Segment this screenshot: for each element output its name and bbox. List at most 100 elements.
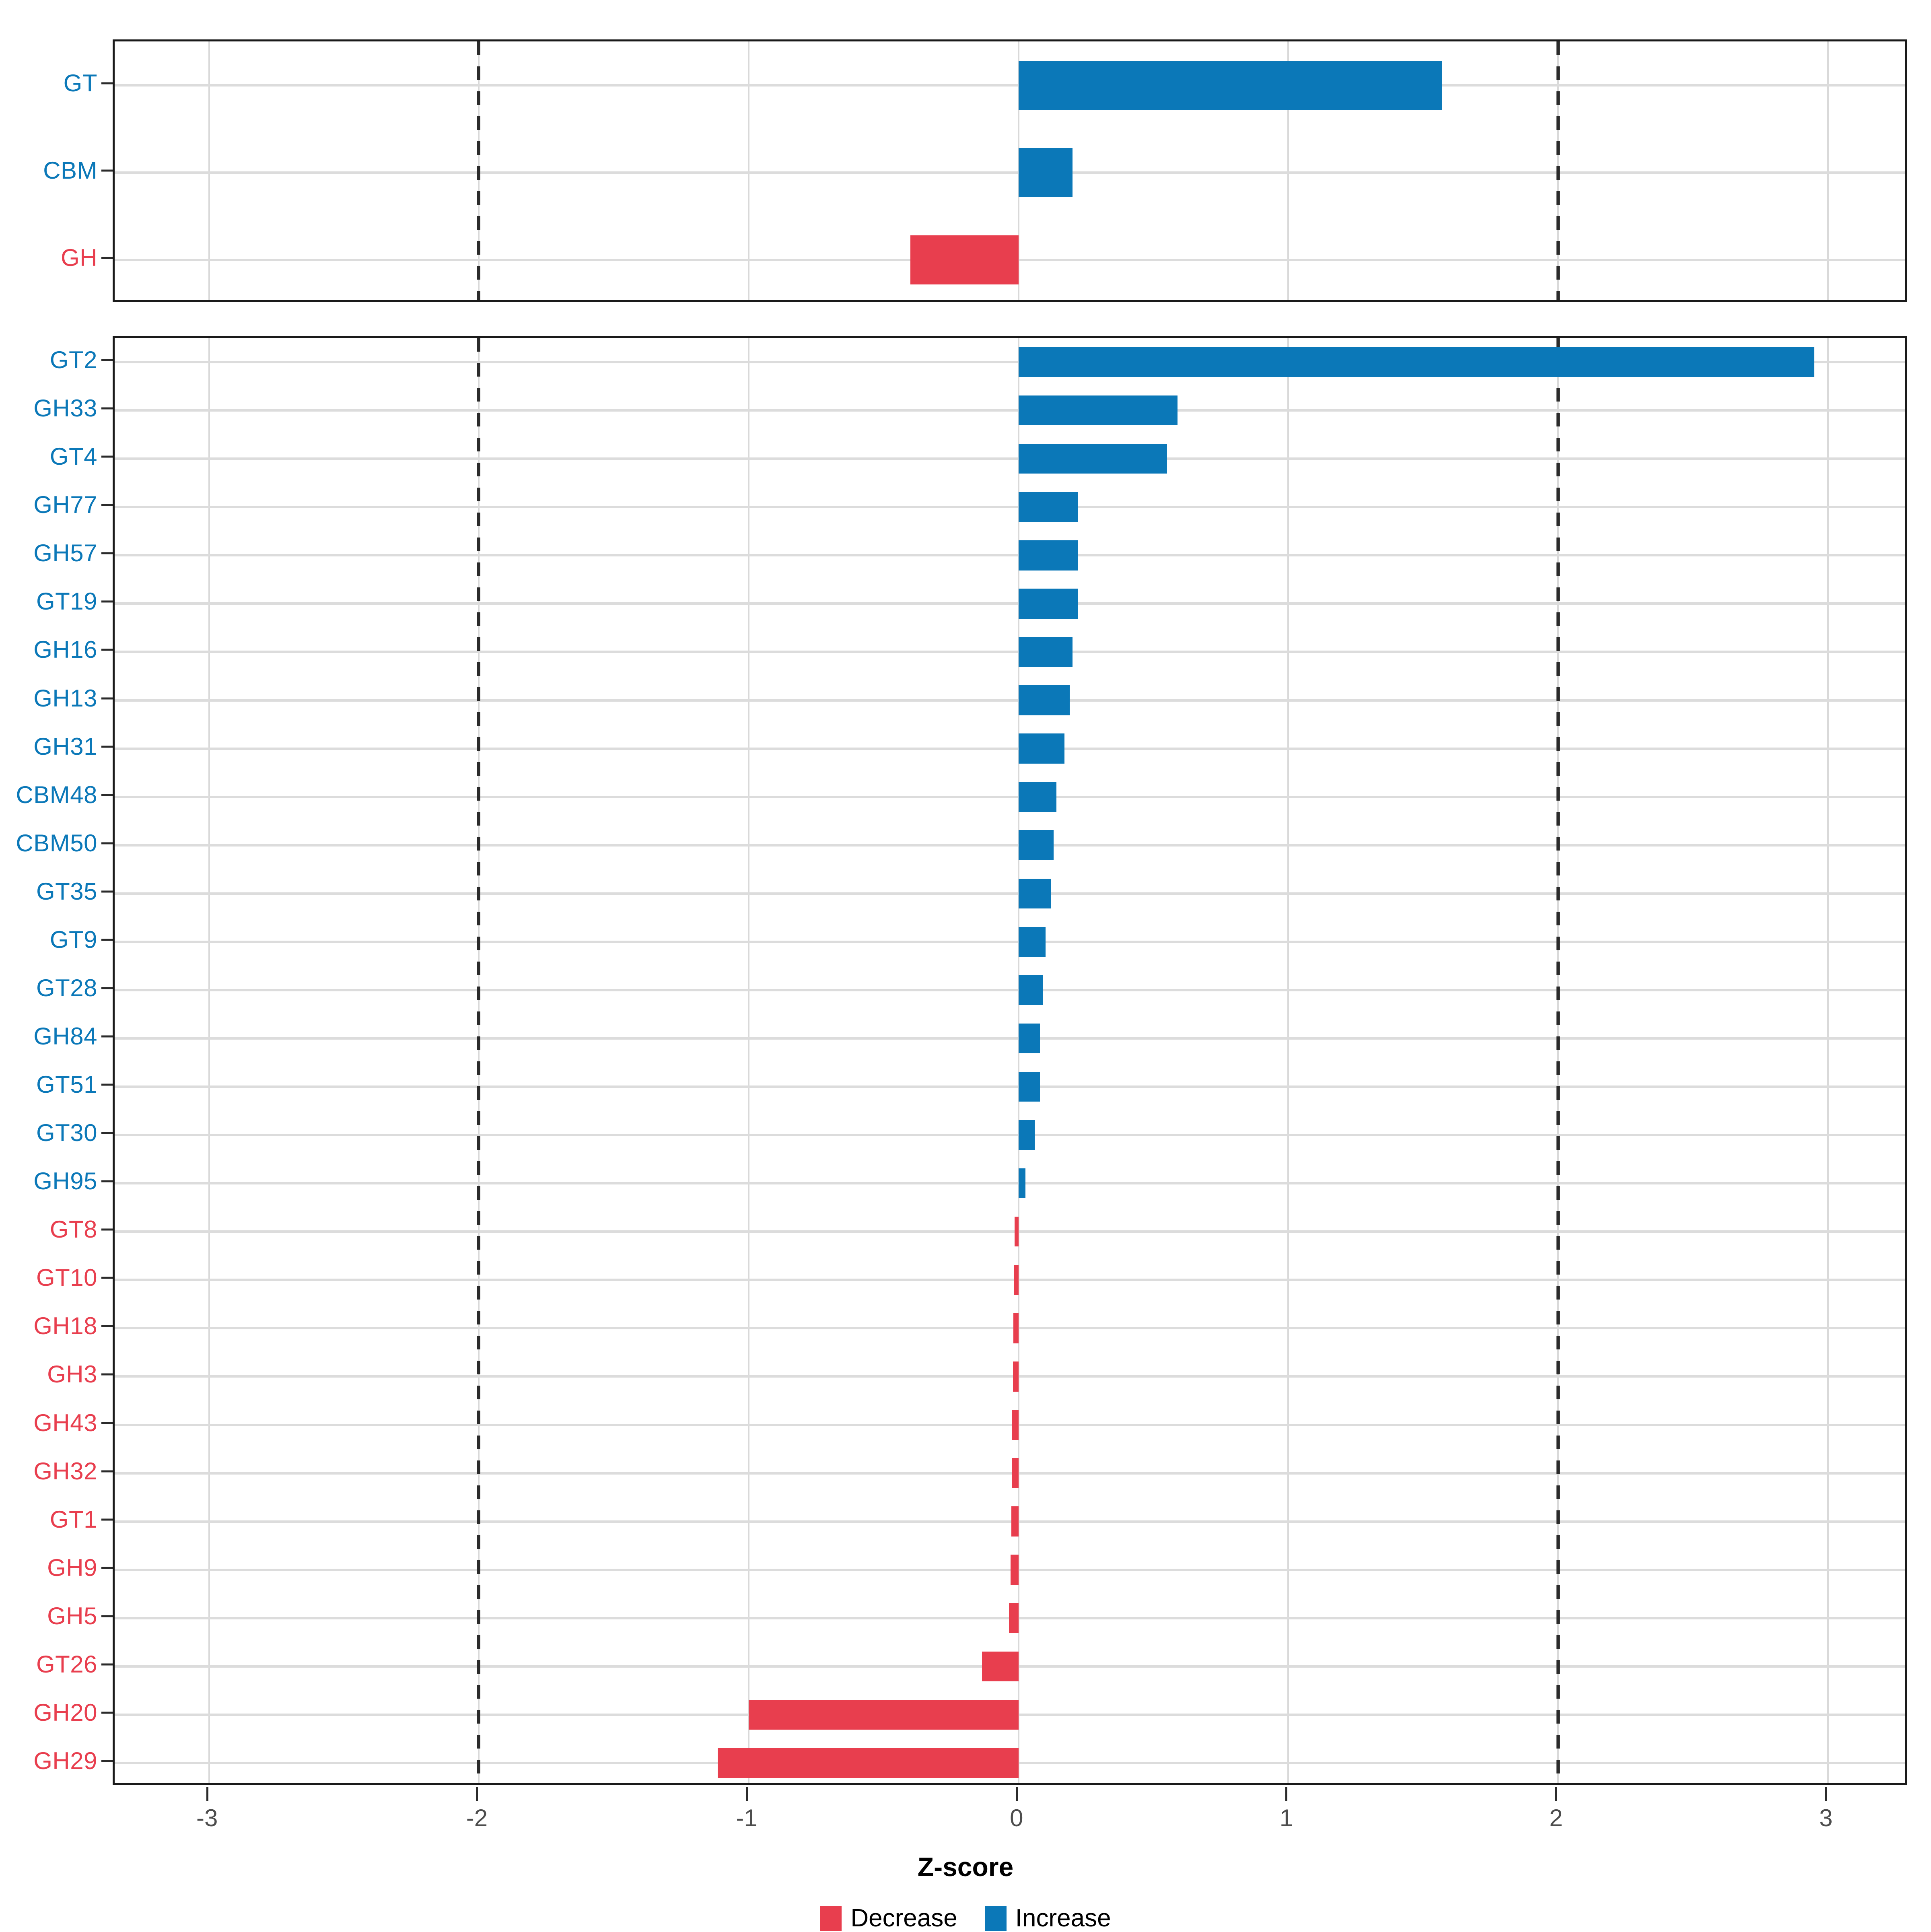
bar-GH18 <box>1013 1313 1019 1343</box>
y-axis-label-GH33: GH33 <box>33 395 97 422</box>
y-axis-tick <box>101 600 113 603</box>
legend-label-increase: Increase <box>1015 1904 1111 1932</box>
x-axis-tick <box>1285 1787 1288 1801</box>
bar-GH77 <box>1018 492 1078 522</box>
y-axis-tick <box>101 1083 113 1086</box>
y-axis-tick <box>101 1373 113 1376</box>
y-axis-tick <box>101 1663 113 1666</box>
y-axis-tick <box>101 169 113 172</box>
gridline-vertical <box>748 338 750 1783</box>
x-axis-tick-label: -1 <box>736 1804 758 1831</box>
x-axis-tick <box>206 1787 208 1801</box>
bar-GH31 <box>1018 733 1064 764</box>
bar-GT1 <box>1011 1506 1019 1537</box>
y-axis-tick <box>101 1132 113 1134</box>
y-axis-tick <box>101 1760 113 1762</box>
gridline-horizontal <box>115 1327 1905 1330</box>
bar-GT4 <box>1018 443 1167 474</box>
y-axis-label-GT9: GT9 <box>49 926 97 953</box>
y-axis-tick <box>101 1422 113 1424</box>
y-axis-label-GH3: GH3 <box>47 1361 97 1388</box>
y-axis-tick <box>101 939 113 941</box>
y-axis-label-GH5: GH5 <box>47 1602 97 1629</box>
y-axis-label-GH77: GH77 <box>33 491 97 519</box>
x-axis-tick <box>746 1787 748 1801</box>
y-axis-label-GH32: GH32 <box>33 1457 97 1485</box>
gridline-vertical <box>208 41 210 300</box>
gridline-horizontal <box>115 1230 1905 1233</box>
y-axis-tick <box>101 746 113 748</box>
y-axis-tick <box>101 82 113 84</box>
y-axis-tick <box>101 1228 113 1231</box>
chart-legend: Decrease Increase <box>0 1906 1931 1931</box>
y-axis-label-GH43: GH43 <box>33 1409 97 1436</box>
reference-line <box>1556 338 1560 1783</box>
bar-CBM50 <box>1018 830 1054 860</box>
bottom-panel-plot-area <box>113 336 1907 1785</box>
gridline-horizontal <box>115 409 1905 412</box>
bar-GH95 <box>1018 1168 1025 1199</box>
y-axis-label-GH: GH <box>61 244 97 272</box>
gridline-horizontal <box>115 361 1905 364</box>
x-axis-tick <box>1555 1787 1558 1801</box>
y-axis-label-GT26: GT26 <box>36 1650 97 1678</box>
y-axis-label-GH20: GH20 <box>33 1699 97 1726</box>
bar-GH5 <box>1009 1603 1019 1633</box>
y-axis-tick <box>101 552 113 554</box>
x-axis-tick-label: 2 <box>1549 1804 1563 1831</box>
reference-line <box>477 41 481 300</box>
y-axis-label-GT35: GT35 <box>36 877 97 905</box>
y-axis-label-CBM48: CBM48 <box>16 781 97 808</box>
gridline-horizontal <box>115 554 1905 557</box>
gridline-horizontal <box>115 940 1905 943</box>
y-axis-label-GH31: GH31 <box>33 733 97 760</box>
bar-GH43 <box>1012 1410 1019 1440</box>
gridline-horizontal <box>115 1037 1905 1040</box>
gridline-horizontal <box>115 1134 1905 1137</box>
x-axis-tick-label: 3 <box>1819 1804 1833 1831</box>
bar-GH33 <box>1018 395 1178 426</box>
reference-line <box>477 338 481 1783</box>
gridline-horizontal <box>115 1472 1905 1475</box>
gridline-horizontal <box>115 1423 1905 1426</box>
gridline-horizontal <box>115 1520 1905 1523</box>
bar-GH13 <box>1018 685 1070 715</box>
bar-GT51 <box>1018 1071 1040 1102</box>
x-axis-tick <box>1015 1787 1018 1801</box>
legend-item-decrease[interactable]: Decrease <box>820 1906 957 1931</box>
top-panel-frame <box>113 39 1907 302</box>
y-axis-tick <box>101 257 113 259</box>
x-axis-title: Z-score <box>917 1852 1014 1882</box>
gridline-horizontal <box>115 602 1905 605</box>
y-axis-label-GH29: GH29 <box>33 1747 97 1774</box>
legend-item-increase[interactable]: Increase <box>984 1904 1111 1932</box>
y-axis-tick <box>101 407 113 410</box>
x-axis: -3 -2 -1 0 1 2 3 <box>0 1785 1931 1850</box>
y-axis-tick <box>101 697 113 699</box>
y-axis-label-CBM: CBM <box>43 157 97 184</box>
y-axis-tick <box>101 1518 113 1521</box>
top-panel-y-axis-labels: GT CBM GH <box>0 39 113 302</box>
top-panel-plot-area <box>113 39 1907 302</box>
gridline-vertical <box>208 338 210 1783</box>
y-axis-label-GH18: GH18 <box>33 1312 97 1340</box>
bar-GT10 <box>1014 1265 1019 1295</box>
y-axis-label-GH9: GH9 <box>47 1554 97 1581</box>
y-axis-label-CBM50: CBM50 <box>16 829 97 857</box>
bar-GH57 <box>1018 540 1078 571</box>
legend-label-decrease: Decrease <box>850 1904 957 1932</box>
gridline-horizontal <box>115 795 1905 798</box>
y-axis-tick <box>101 455 113 458</box>
gridline-horizontal <box>115 1182 1905 1185</box>
y-axis-tick <box>101 359 113 361</box>
y-axis-label-GT51: GT51 <box>36 1071 97 1098</box>
x-axis-tick-label: 0 <box>1010 1804 1023 1831</box>
y-axis-label-GT4: GT4 <box>49 443 97 470</box>
y-axis-label-GH84: GH84 <box>33 1022 97 1050</box>
x-axis-tick <box>1825 1787 1827 1801</box>
y-axis-tick <box>101 1277 113 1279</box>
y-axis-tick <box>101 1567 113 1569</box>
legend-swatch-increase <box>984 1906 1007 1931</box>
bar-GH29 <box>717 1748 1019 1778</box>
gridline-horizontal <box>115 506 1905 509</box>
